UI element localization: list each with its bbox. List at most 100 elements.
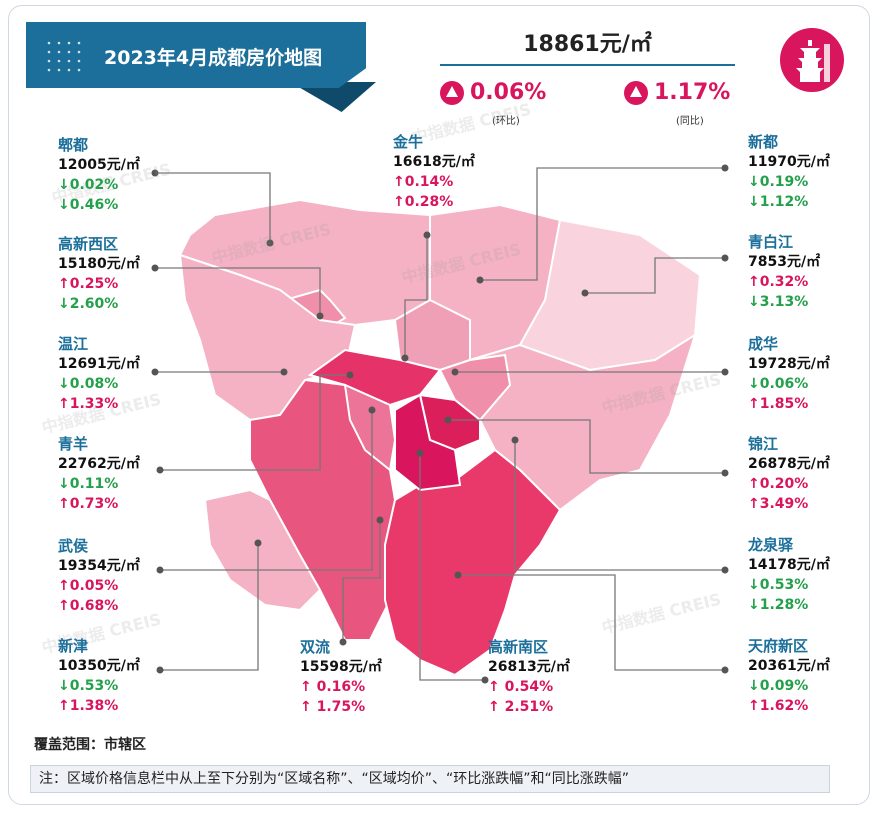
- leader-dot: [156, 666, 164, 674]
- title-banner: [26, 22, 366, 88]
- leader-dot: [476, 276, 484, 284]
- region-price: 22762元/㎡: [58, 456, 140, 472]
- region-name: 武侯: [58, 537, 89, 555]
- region-yoy: ↑1.62%: [748, 698, 809, 714]
- footnote: 注：区域价格信息栏中从上至下分别为“区域名称”、“区域均价”、“环比涨跌幅”和“…: [30, 765, 830, 793]
- leader-dot: [721, 566, 729, 574]
- region-label-chenghua: 成华 19728元/㎡ ↓0.06% ↑1.85%: [748, 334, 830, 414]
- leader-dot: [721, 164, 729, 172]
- mom-label: (环比): [492, 116, 520, 127]
- leader-dot: [156, 466, 164, 474]
- leader-dot: [423, 231, 431, 239]
- region-label-jinjiang: 锦江 26878元/㎡ ↑0.20% ↑3.49%: [748, 434, 830, 514]
- page-title: 2023年4月成都房价地图: [104, 47, 323, 69]
- region-price: 12691元/㎡: [58, 356, 140, 372]
- region-price: 15598元/㎡: [300, 659, 382, 675]
- leader-dot: [401, 354, 409, 362]
- region-yoy: ↑1.33%: [58, 396, 119, 412]
- mom-value: 0.06%: [470, 80, 547, 105]
- leader-line: [160, 410, 373, 571]
- region-yoy: ↑0.73%: [58, 496, 119, 512]
- leader-dot: [481, 676, 489, 684]
- leader-line: [155, 172, 271, 243]
- leader-line: [585, 257, 725, 294]
- region-mom: ↑ 0.54%: [488, 679, 554, 695]
- leader-dot: [581, 289, 589, 297]
- leader-dot: [416, 449, 424, 457]
- region-mom: ↑0.32%: [748, 274, 809, 290]
- region-label-qingbaijiang: 青白江 7853元/㎡ ↑0.32% ↓3.13%: [748, 232, 820, 312]
- up-arrow-icon: [624, 80, 648, 105]
- leader-dot: [339, 638, 347, 646]
- region-price: 19728元/㎡: [748, 356, 830, 372]
- region-label-longquanyi: 龙泉驿 14178元/㎡ ↓0.53% ↓1.28%: [748, 535, 830, 615]
- leader-line: [404, 235, 428, 358]
- leader-dot: [721, 666, 729, 674]
- region-mom: ↑0.14%: [393, 174, 454, 190]
- region-mom: ↓0.11%: [58, 476, 119, 492]
- region-name: 锦江: [748, 435, 779, 453]
- leader-dot: [151, 264, 159, 272]
- leader-dot: [151, 169, 159, 177]
- region-name: 温江: [58, 335, 89, 353]
- region-price: 15180元/㎡: [58, 256, 140, 272]
- region-price: 10350元/㎡: [58, 658, 140, 674]
- region-label-shuangliu: 双流 15598元/㎡ ↑ 0.16% ↑ 1.75%: [300, 637, 382, 717]
- region-label-gaoxin-west: 高新西区 15180元/㎡ ↑0.25% ↓2.60%: [58, 234, 140, 314]
- region-name: 高新南区: [488, 638, 549, 656]
- leader-dot: [254, 539, 262, 547]
- leader-dot: [346, 371, 354, 379]
- region-name: 金牛: [393, 133, 424, 151]
- mom-stat: 0.06% (环比): [440, 80, 547, 127]
- region-yoy: ↓1.28%: [748, 597, 809, 613]
- region-price: 26878元/㎡: [748, 456, 830, 472]
- region-label-wuhou: 武侯 19354元/㎡ ↑0.05% ↑0.68%: [58, 536, 140, 616]
- region-gaoxin-south-shape: [394, 393, 462, 492]
- leader-line: [160, 543, 259, 671]
- leader-dot: [451, 368, 459, 376]
- dots-decoration-icon: [47, 41, 81, 72]
- leader-line: [448, 419, 725, 474]
- region-label-tianfu: 天府新区 20361元/㎡ ↓0.09% ↑1.62%: [748, 636, 830, 716]
- leader-dot: [151, 368, 159, 376]
- region-yoy: ↑1.38%: [58, 698, 119, 714]
- region-yoy: ↑1.85%: [748, 396, 809, 412]
- coverage-text: 覆盖范围：市辖区: [34, 737, 146, 753]
- region-mom: ↑0.20%: [748, 476, 809, 492]
- leader-dot: [156, 566, 164, 574]
- region-label-jinniu: 金牛 16618元/㎡ ↑0.14% ↑0.28%: [393, 132, 475, 212]
- region-name: 天府新区: [748, 637, 809, 655]
- region-price: 20361元/㎡: [748, 658, 830, 674]
- region-label-wenjiang: 温江 12691元/㎡ ↓0.08% ↑1.33%: [58, 334, 140, 414]
- chengdu-tower-logo-icon: [780, 28, 844, 92]
- region-name: 龙泉驿: [748, 536, 794, 554]
- region-price: 14178元/㎡: [748, 557, 830, 573]
- region-mom: ↓0.53%: [58, 678, 119, 694]
- leader-dot: [444, 416, 452, 424]
- region-mom: ↓0.19%: [748, 174, 809, 190]
- leader-line: [155, 267, 321, 316]
- region-yoy: ↑0.68%: [58, 598, 119, 614]
- region-wuhou-shape: [343, 383, 397, 472]
- region-name: 高新西区: [58, 235, 119, 253]
- average-price: 18861元/㎡: [523, 32, 652, 57]
- leader-dot: [316, 312, 324, 320]
- leader-dot: [511, 436, 519, 444]
- leader-dot: [721, 254, 729, 262]
- region-yoy: ↓1.12%: [748, 194, 809, 210]
- region-name: 成华: [748, 335, 779, 353]
- region-yoy: ↑3.49%: [748, 496, 809, 512]
- region-name: 新津: [58, 637, 89, 655]
- up-arrow-icon: [440, 80, 464, 105]
- region-label-xinjin: 新津 10350元/㎡ ↓0.53% ↑1.38%: [58, 636, 140, 716]
- region-yoy: ↓3.13%: [748, 294, 809, 310]
- region-price: 7853元/㎡: [748, 254, 821, 270]
- leader-dot: [721, 469, 729, 477]
- region-label-gaoxin-south: 高新南区 26813元/㎡ ↑ 0.54% ↑ 2.51%: [488, 637, 570, 717]
- region-yoy: ↑0.28%: [393, 194, 454, 210]
- region-label-qingyang: 青羊 22762元/㎡ ↓0.11% ↑0.73%: [58, 434, 140, 514]
- region-price: 26813元/㎡: [488, 659, 570, 675]
- leader-line: [458, 574, 725, 671]
- region-mom: ↑0.05%: [58, 578, 119, 594]
